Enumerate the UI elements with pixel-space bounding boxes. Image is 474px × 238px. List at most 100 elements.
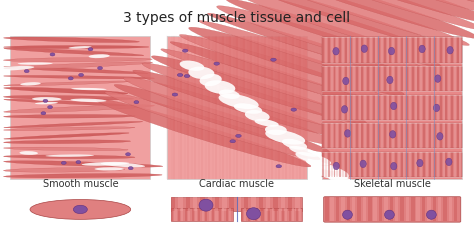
Ellipse shape bbox=[384, 210, 394, 219]
FancyBboxPatch shape bbox=[279, 208, 281, 221]
FancyBboxPatch shape bbox=[392, 152, 394, 177]
Ellipse shape bbox=[123, 77, 339, 146]
FancyBboxPatch shape bbox=[454, 198, 457, 221]
FancyBboxPatch shape bbox=[325, 66, 327, 91]
FancyBboxPatch shape bbox=[370, 66, 372, 91]
Ellipse shape bbox=[3, 37, 139, 43]
FancyBboxPatch shape bbox=[251, 198, 256, 211]
Ellipse shape bbox=[433, 104, 440, 112]
FancyBboxPatch shape bbox=[411, 198, 415, 221]
FancyBboxPatch shape bbox=[285, 208, 287, 221]
FancyBboxPatch shape bbox=[336, 123, 338, 148]
Ellipse shape bbox=[200, 74, 222, 86]
Ellipse shape bbox=[435, 75, 441, 82]
FancyBboxPatch shape bbox=[440, 94, 442, 120]
FancyBboxPatch shape bbox=[438, 198, 441, 221]
FancyBboxPatch shape bbox=[353, 94, 355, 120]
FancyBboxPatch shape bbox=[322, 36, 462, 178]
FancyBboxPatch shape bbox=[440, 66, 442, 91]
FancyBboxPatch shape bbox=[401, 94, 402, 120]
FancyBboxPatch shape bbox=[426, 66, 428, 91]
FancyBboxPatch shape bbox=[426, 152, 428, 177]
FancyBboxPatch shape bbox=[381, 37, 383, 63]
FancyBboxPatch shape bbox=[446, 94, 447, 120]
Ellipse shape bbox=[170, 42, 385, 110]
Ellipse shape bbox=[4, 66, 148, 74]
FancyBboxPatch shape bbox=[443, 94, 445, 120]
FancyBboxPatch shape bbox=[237, 198, 241, 211]
Ellipse shape bbox=[199, 199, 213, 211]
FancyBboxPatch shape bbox=[174, 208, 176, 221]
FancyBboxPatch shape bbox=[446, 66, 447, 91]
Ellipse shape bbox=[219, 89, 240, 99]
FancyBboxPatch shape bbox=[432, 198, 436, 221]
Ellipse shape bbox=[184, 74, 190, 78]
FancyBboxPatch shape bbox=[381, 66, 383, 91]
FancyBboxPatch shape bbox=[401, 66, 402, 91]
FancyBboxPatch shape bbox=[325, 123, 327, 148]
Ellipse shape bbox=[301, 0, 474, 10]
FancyBboxPatch shape bbox=[378, 66, 380, 91]
Ellipse shape bbox=[61, 161, 66, 164]
FancyBboxPatch shape bbox=[370, 123, 372, 148]
FancyBboxPatch shape bbox=[219, 208, 221, 221]
Ellipse shape bbox=[310, 0, 474, 3]
Ellipse shape bbox=[234, 103, 262, 114]
Ellipse shape bbox=[328, 175, 354, 184]
FancyBboxPatch shape bbox=[350, 66, 352, 91]
FancyBboxPatch shape bbox=[365, 66, 366, 91]
Ellipse shape bbox=[4, 161, 163, 167]
Ellipse shape bbox=[245, 0, 460, 53]
FancyBboxPatch shape bbox=[262, 208, 264, 221]
FancyBboxPatch shape bbox=[412, 152, 414, 177]
FancyBboxPatch shape bbox=[191, 208, 193, 221]
FancyBboxPatch shape bbox=[434, 152, 436, 177]
Ellipse shape bbox=[271, 58, 276, 61]
FancyBboxPatch shape bbox=[365, 37, 366, 63]
FancyBboxPatch shape bbox=[415, 123, 417, 148]
FancyBboxPatch shape bbox=[299, 208, 301, 221]
FancyBboxPatch shape bbox=[346, 198, 350, 221]
Ellipse shape bbox=[4, 48, 144, 56]
FancyBboxPatch shape bbox=[178, 198, 182, 211]
Ellipse shape bbox=[4, 62, 153, 69]
FancyBboxPatch shape bbox=[282, 208, 284, 221]
FancyBboxPatch shape bbox=[384, 37, 386, 63]
FancyBboxPatch shape bbox=[395, 123, 397, 148]
FancyBboxPatch shape bbox=[334, 123, 336, 148]
FancyBboxPatch shape bbox=[412, 66, 414, 91]
FancyBboxPatch shape bbox=[398, 94, 400, 120]
Ellipse shape bbox=[264, 0, 474, 38]
Ellipse shape bbox=[343, 210, 352, 219]
FancyBboxPatch shape bbox=[171, 198, 302, 211]
Ellipse shape bbox=[205, 80, 235, 94]
FancyBboxPatch shape bbox=[328, 37, 330, 63]
Ellipse shape bbox=[79, 73, 83, 76]
Ellipse shape bbox=[76, 160, 81, 164]
FancyBboxPatch shape bbox=[363, 198, 366, 221]
FancyBboxPatch shape bbox=[451, 152, 453, 177]
FancyBboxPatch shape bbox=[347, 152, 349, 177]
FancyBboxPatch shape bbox=[423, 37, 425, 63]
FancyBboxPatch shape bbox=[345, 94, 346, 120]
FancyBboxPatch shape bbox=[412, 123, 414, 148]
FancyBboxPatch shape bbox=[362, 37, 364, 63]
FancyBboxPatch shape bbox=[359, 152, 361, 177]
FancyBboxPatch shape bbox=[188, 208, 190, 221]
FancyBboxPatch shape bbox=[451, 66, 453, 91]
Ellipse shape bbox=[217, 6, 432, 74]
FancyBboxPatch shape bbox=[205, 208, 207, 221]
FancyBboxPatch shape bbox=[440, 37, 442, 63]
FancyBboxPatch shape bbox=[353, 123, 355, 148]
FancyBboxPatch shape bbox=[415, 66, 417, 91]
FancyBboxPatch shape bbox=[216, 208, 218, 221]
FancyBboxPatch shape bbox=[322, 123, 324, 148]
Ellipse shape bbox=[390, 131, 396, 138]
FancyBboxPatch shape bbox=[350, 123, 352, 148]
Ellipse shape bbox=[446, 158, 452, 166]
Ellipse shape bbox=[333, 162, 339, 170]
Ellipse shape bbox=[172, 93, 178, 96]
Ellipse shape bbox=[255, 119, 279, 127]
Ellipse shape bbox=[88, 48, 93, 51]
FancyBboxPatch shape bbox=[454, 123, 456, 148]
